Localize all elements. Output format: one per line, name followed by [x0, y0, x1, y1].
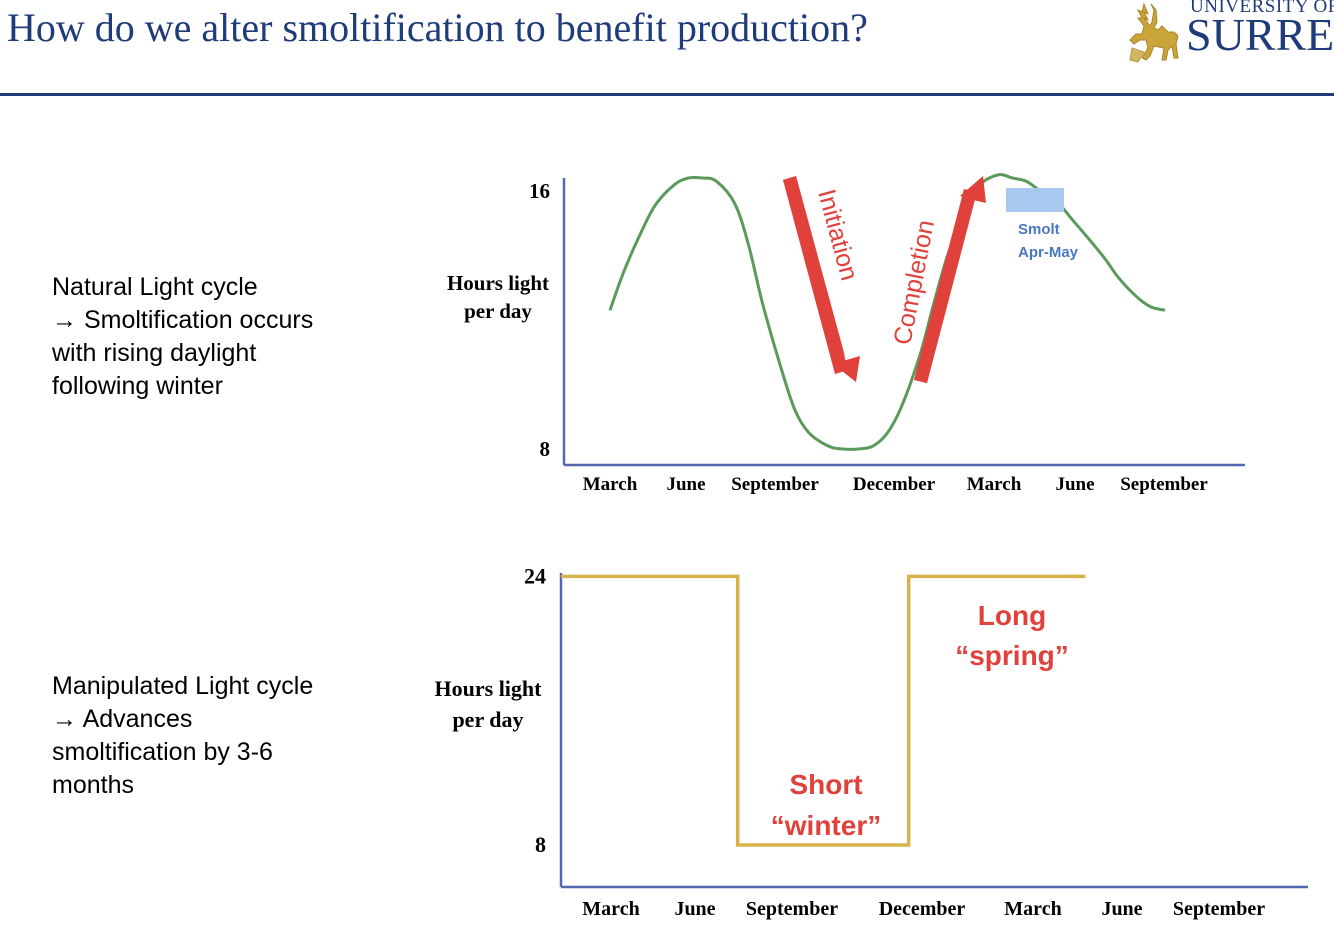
title-divider: [0, 93, 1334, 96]
x-tick-label: September: [746, 898, 838, 920]
logo-text-surrey: SURREY: [1186, 9, 1334, 60]
x-tick-label: June: [666, 474, 705, 495]
x-tick-label: June: [1055, 474, 1094, 495]
x-tick-label: December: [853, 474, 936, 495]
x-tick-label: September: [1120, 474, 1208, 495]
logo-text-university: UNIVERSITY OF: [1190, 0, 1334, 17]
x-tick-label: March: [583, 474, 638, 495]
natural-cycle-description: Natural Light cycle → Smoltification occ…: [52, 271, 372, 403]
x-tick-label: June: [1101, 898, 1142, 920]
manipulated-text-line: smoltification by 3-6: [52, 738, 273, 766]
x-tick-label: March: [967, 474, 1022, 495]
smolt-label-line1: Smolt: [1018, 221, 1060, 238]
manipulated-text-line: → Advances: [52, 705, 193, 733]
stag-logo-icon: [1129, 2, 1179, 63]
university-logo: UNIVERSITY OF SURREY: [1124, 0, 1334, 66]
y-tick-label: 8: [540, 437, 551, 461]
manipulated-light-chart: Hours light per day 24 8 March June Septemb…: [435, 563, 1308, 920]
natural-text-line: → Smoltification occurs: [52, 306, 314, 334]
natural-text-line: Natural Light cycle: [52, 273, 258, 301]
page-title: How do we alter smoltification to benefi…: [7, 5, 868, 50]
long-spring-label-line2: “spring”: [955, 640, 1069, 671]
y-axis-label-line2: per day: [452, 707, 523, 732]
y-axis-label-line2: per day: [464, 299, 532, 323]
natural-text-line: following winter: [52, 372, 223, 400]
x-tick-label: September: [731, 474, 819, 495]
smolt-period-box: [1006, 188, 1064, 212]
x-tick-label: March: [582, 898, 639, 920]
initiation-arrow: [783, 176, 860, 382]
x-tick-label: March: [1004, 898, 1061, 920]
x-tick-label: June: [674, 898, 715, 920]
manipulated-text-line: months: [52, 771, 134, 799]
manipulated-text-line: Manipulated Light cycle: [52, 672, 314, 700]
natural-light-chart: Hours light per day 16 8 March June Septemb…: [447, 173, 1245, 495]
y-axis-label-line1: Hours light: [447, 271, 549, 295]
y-tick-label: 8: [535, 832, 546, 857]
natural-text-line: with rising daylight: [52, 339, 257, 367]
y-tick-label: 24: [524, 563, 546, 588]
short-winter-label-line2: “winter”: [771, 810, 881, 841]
long-spring-label-line1: Long: [978, 600, 1046, 631]
natural-light-curve: [608, 173, 1166, 451]
manipulated-light-line: [561, 574, 1086, 847]
completion-arrow: [914, 176, 986, 383]
y-tick-label: 16: [529, 179, 550, 203]
x-tick-label: September: [1173, 898, 1265, 920]
short-winter-label-line1: Short: [789, 769, 862, 800]
x-tick-label: December: [879, 898, 966, 920]
y-axis-label-line1: Hours light: [435, 676, 543, 701]
smolt-label-line2: Apr-May: [1018, 244, 1079, 261]
manipulated-cycle-description: Manipulated Light cycle → Advances smolt…: [52, 670, 372, 802]
